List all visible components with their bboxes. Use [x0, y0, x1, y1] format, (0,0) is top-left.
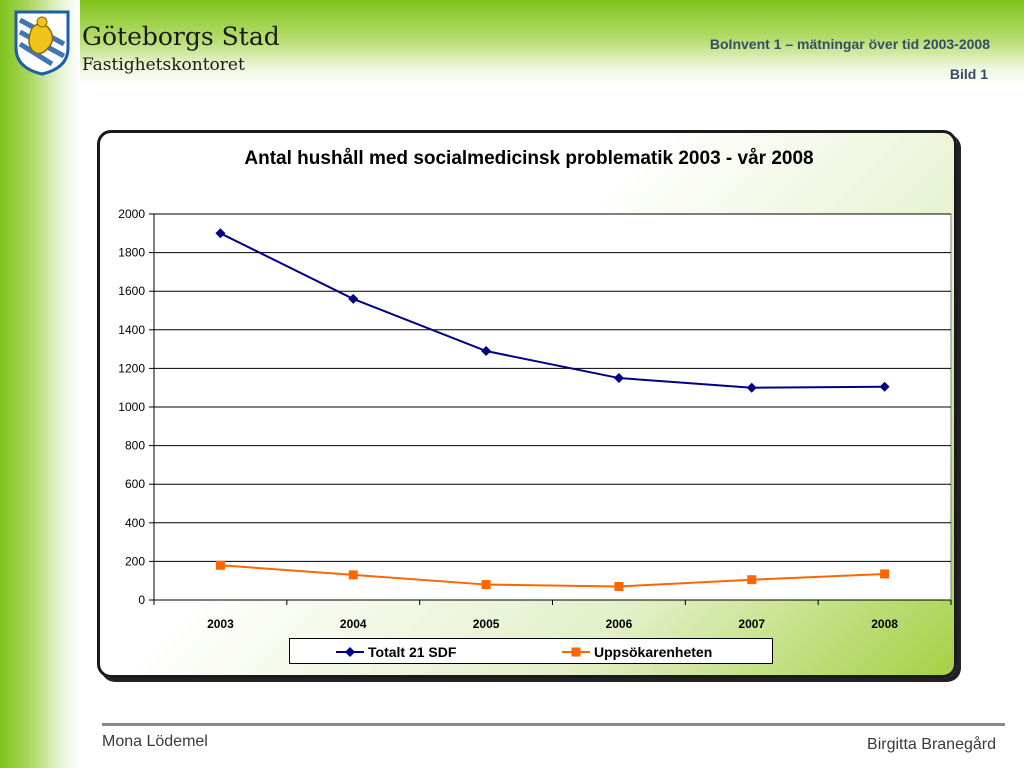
y-tick-label: 400: [125, 516, 145, 530]
y-tick-label: 200: [125, 554, 145, 568]
x-tick-label: 2004: [340, 617, 367, 631]
legend-item-series-1: Totalt 21 SDF: [336, 643, 456, 661]
data-point-square: [348, 570, 358, 580]
x-tick-label: 2008: [871, 617, 898, 631]
chart-title: Antal hushåll med socialmedicinsk proble…: [244, 148, 814, 169]
legend-label-series-1: Totalt 21 SDF: [368, 644, 457, 660]
goteborg-coat-of-arms-icon: [12, 8, 72, 76]
data-point-square: [747, 575, 757, 585]
presentation-title: BoInvent 1 – mätningar över tid 2003-200…: [709, 36, 990, 52]
legend-label-series-2: Uppsökarenheten: [594, 644, 713, 660]
legend-marker-diamond-icon: [336, 647, 364, 657]
y-tick-label: 1600: [118, 284, 145, 298]
organization-name: Göteborgs Stad: [82, 22, 280, 51]
legend-marker-square-icon: [562, 647, 590, 657]
x-tick-label: 2006: [606, 617, 633, 631]
footer-left-name: Mona Lödemel: [102, 733, 208, 750]
data-point-square: [215, 560, 225, 570]
x-tick-label: 2003: [207, 617, 234, 631]
legend-item-series-2: Uppsökarenheten: [562, 643, 712, 661]
series-line-1: [219, 232, 885, 389]
data-point-diamond: [481, 346, 492, 357]
header-gradient-band: [0, 0, 1024, 86]
data-point-square: [481, 580, 491, 590]
left-gradient-band: [0, 0, 80, 768]
y-tick-label: 1400: [118, 323, 145, 337]
x-tick-label: 2005: [473, 617, 500, 631]
data-point-diamond: [613, 373, 624, 384]
x-tick-label: 2007: [738, 617, 765, 631]
footer-right-name: Birgitta Branegård: [867, 736, 996, 753]
footer-divider: [102, 723, 1005, 726]
y-tick-label: 2000: [118, 207, 145, 221]
y-tick-label: 600: [125, 477, 145, 491]
y-tick-label: 1000: [118, 400, 145, 414]
data-point-diamond: [215, 228, 226, 239]
organization-department: Fastighetskontoret: [82, 55, 245, 75]
data-point-diamond: [348, 293, 359, 304]
y-tick-label: 1800: [118, 246, 145, 260]
data-point-diamond: [879, 381, 890, 392]
data-point-diamond: [746, 382, 757, 393]
data-point-square: [880, 569, 890, 579]
y-tick-label: 0: [138, 593, 145, 607]
y-tick-label: 1200: [118, 361, 145, 375]
slide-number: Bild 1: [949, 66, 988, 82]
data-point-square: [614, 581, 624, 591]
chart-legend: Totalt 21 SDF Uppsökarenheten: [289, 638, 773, 664]
series-line-2: [220, 564, 885, 588]
y-tick-label: 800: [125, 439, 145, 453]
